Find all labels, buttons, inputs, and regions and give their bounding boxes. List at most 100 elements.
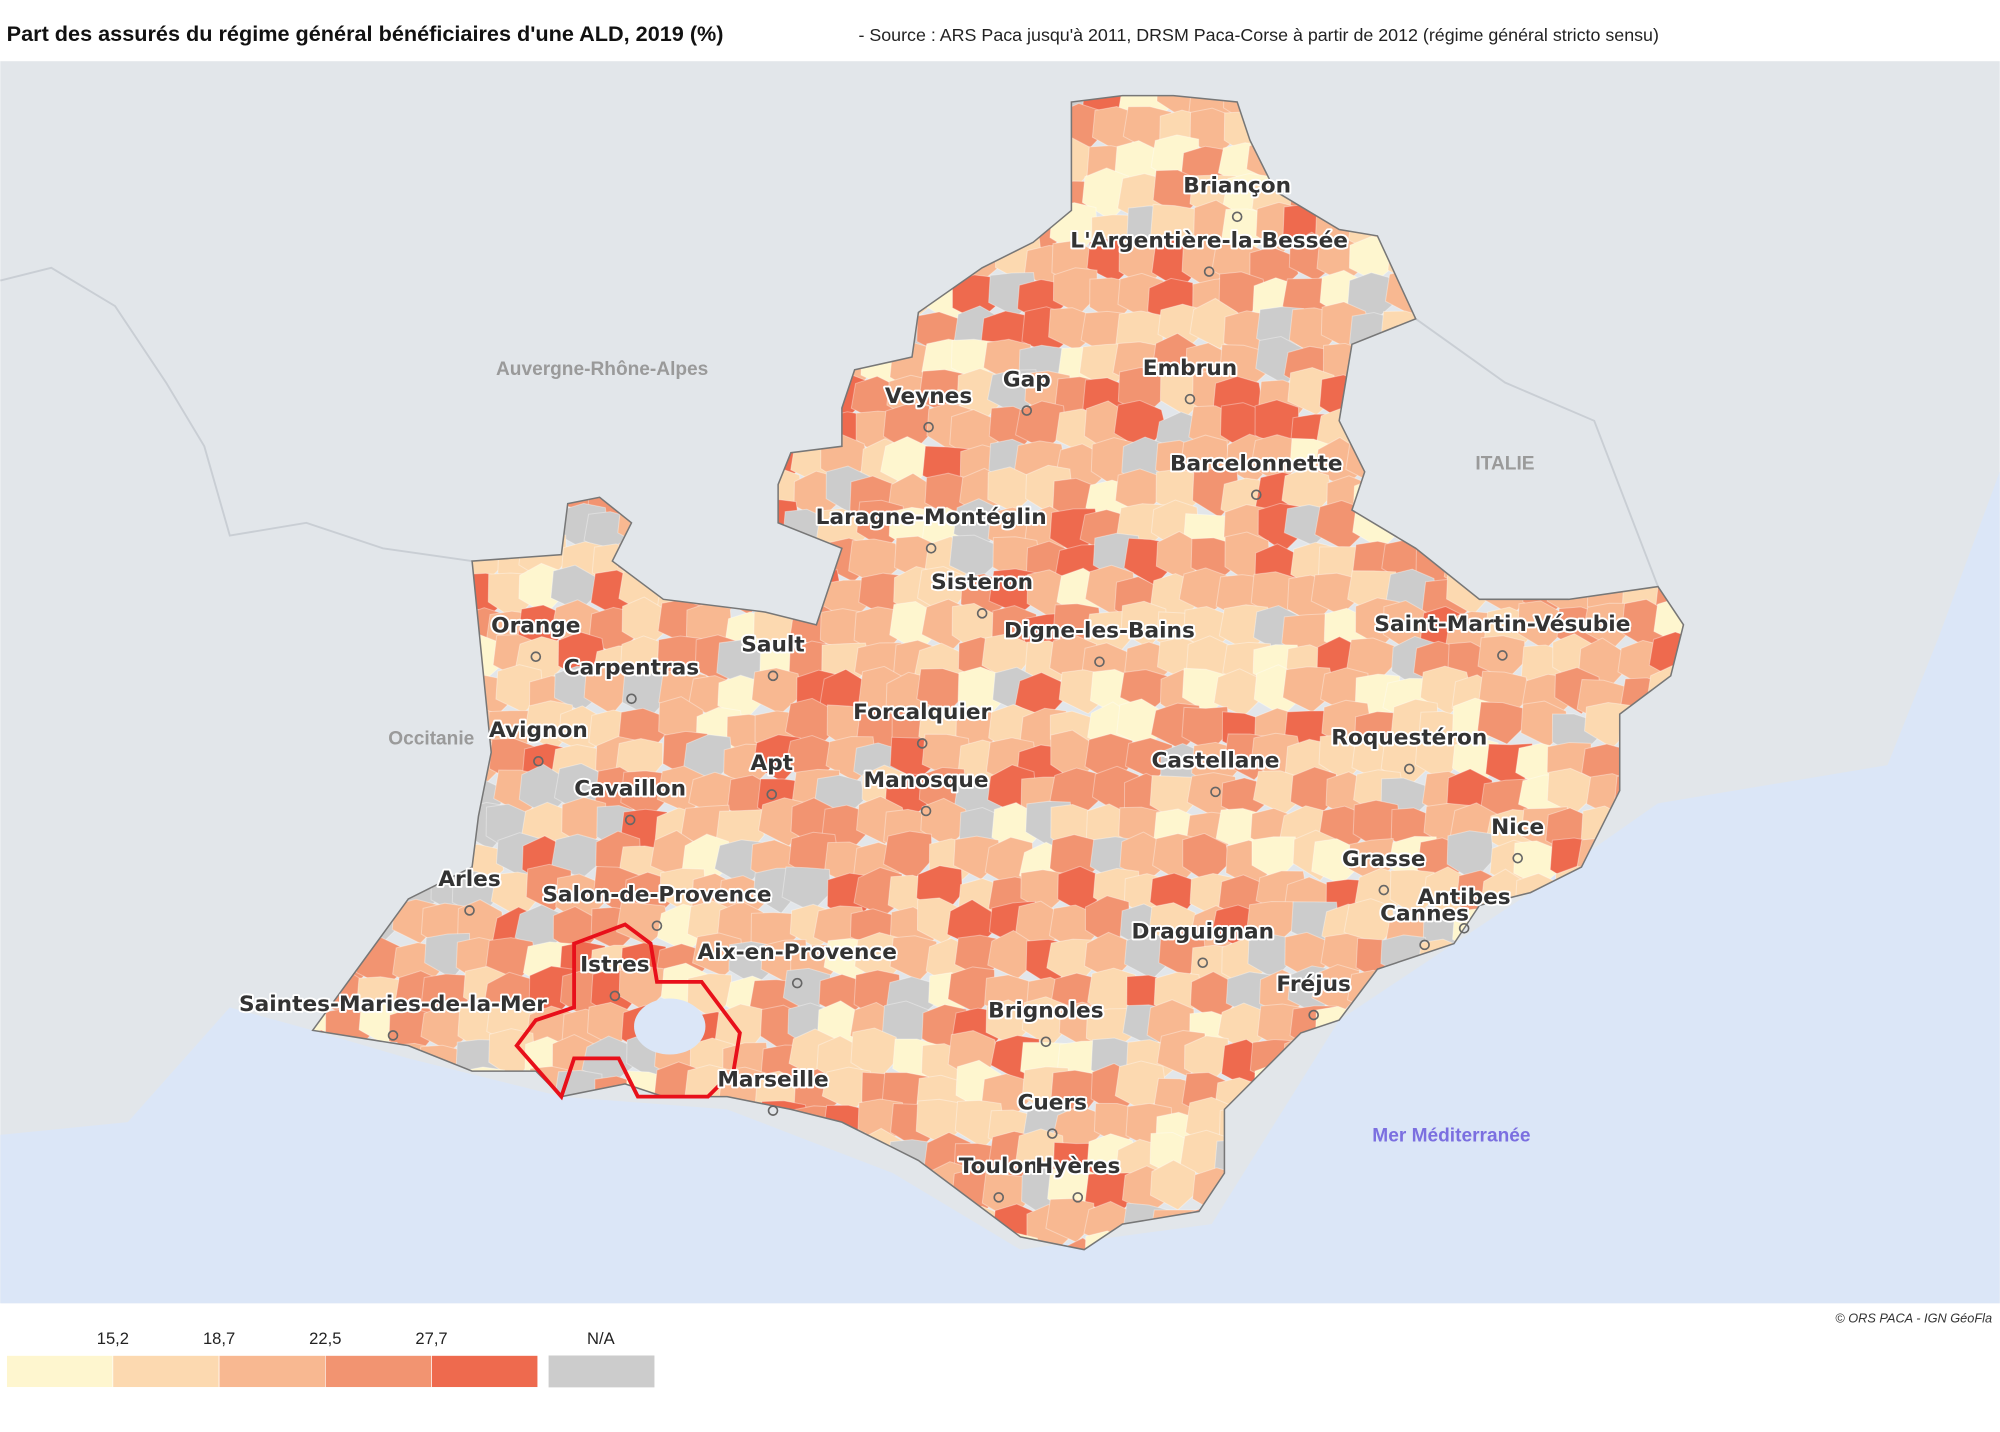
city-marker — [1210, 786, 1221, 798]
city-marker — [1251, 489, 1262, 501]
city-marker — [1197, 957, 1209, 969]
border-line — [0, 266, 473, 563]
city-marker — [767, 670, 779, 682]
legend-swatch — [112, 1355, 220, 1388]
legend-break-label: 27,7 — [415, 1329, 447, 1348]
city-marker — [1419, 939, 1430, 951]
city-marker — [1072, 1192, 1084, 1203]
legend: 15,2 18,7 22,5 27,7 N/A — [6, 1329, 655, 1388]
city-label: Istres — [580, 953, 650, 978]
city-marker — [1040, 1036, 1052, 1048]
city-label: Nice — [1491, 815, 1544, 840]
city-marker — [1308, 1009, 1319, 1021]
title: Part des assurés du régime général bénéf… — [7, 21, 724, 46]
city-label: Hyères — [1035, 1154, 1120, 1179]
city-marker — [1094, 656, 1105, 668]
city-label: Roquestéron — [1331, 726, 1487, 751]
city-marker — [916, 738, 928, 749]
city-marker — [920, 805, 932, 817]
city-marker — [530, 651, 542, 662]
border-line — [1415, 318, 1659, 587]
city-marker — [387, 1030, 399, 1041]
city-marker — [767, 1105, 779, 1116]
region-label: Occitanie — [388, 729, 474, 750]
city-marker — [624, 814, 636, 826]
city-label: Laragne-Montéglin — [816, 505, 1047, 530]
legend-na-label: N/A — [587, 1329, 616, 1348]
city-marker — [651, 920, 663, 932]
city-label: Manosque — [864, 768, 989, 793]
city-marker — [976, 608, 988, 619]
legend-swatch — [218, 1355, 326, 1388]
legend-na-swatch — [548, 1355, 655, 1388]
city-marker — [791, 977, 803, 989]
city-label: Saint-Martin-Vésubie — [1374, 612, 1630, 637]
legend-break-label: 18,7 — [203, 1329, 235, 1348]
city-label: Avignon — [489, 718, 588, 743]
city-label: Arles — [438, 867, 500, 892]
city-label: Marseille — [717, 1067, 828, 1092]
city-marker — [925, 543, 937, 554]
legend-break-label: 15,2 — [97, 1329, 129, 1348]
commune-cell — [420, 973, 469, 1021]
legend-swatch — [324, 1355, 432, 1388]
city-label: Briançon — [1183, 174, 1291, 199]
city-label: Carpentras — [564, 656, 699, 681]
city-marker — [1378, 884, 1390, 896]
city-label: Sisteron — [931, 570, 1033, 595]
city-label: Antibes — [1418, 885, 1511, 910]
city-marker — [533, 755, 544, 767]
city-marker — [923, 421, 934, 433]
city-label: Sault — [741, 633, 804, 658]
city-marker — [1021, 405, 1033, 416]
region-label: Auvergne-Rhône-Alpes — [496, 359, 708, 380]
city-marker — [1203, 266, 1215, 277]
city-label: Veynes — [885, 384, 972, 409]
city-label: Cuers — [1017, 1090, 1087, 1115]
city-marker — [766, 789, 778, 800]
city-marker — [464, 905, 475, 916]
city-marker — [1458, 923, 1470, 934]
selected-area — [514, 922, 742, 1101]
region-label: ITALIE — [1475, 453, 1534, 474]
city-label: Salon-de-Provence — [542, 883, 771, 908]
lake — [634, 998, 706, 1055]
city-label: Orange — [491, 613, 580, 638]
city-label: Castellane — [1151, 749, 1279, 774]
city-marker — [1184, 393, 1196, 405]
legend-swatch — [431, 1355, 539, 1388]
city-label: Draguignan — [1131, 920, 1274, 945]
city-label: Brignoles — [988, 999, 1103, 1024]
city-marker — [1046, 1128, 1058, 1139]
city-marker — [1512, 852, 1524, 864]
sea-area — [0, 471, 2000, 1304]
legend-break-label: 22,5 — [309, 1329, 341, 1348]
city-marker — [993, 1192, 1005, 1203]
source: - Source : ARS Paca jusqu'à 2011, DRSM P… — [858, 25, 1658, 45]
city-label: Digne-les-Bains — [1004, 619, 1195, 644]
credit: © ORS PACA - IGN GéoFla — [1835, 1310, 1992, 1325]
city-label: Cavaillon — [574, 777, 686, 802]
city-label: Grasse — [1342, 847, 1426, 872]
city-label: Fréjus — [1276, 972, 1351, 997]
legend-swatch — [6, 1355, 114, 1388]
city-label: Apt — [750, 751, 793, 776]
cities: Briançon L'Argentière-la-Bessée Gap Embrun V… — [237, 172, 1632, 1203]
city-marker — [1404, 763, 1415, 775]
city-marker — [609, 990, 621, 1002]
city-label: Aix-en-Provence — [698, 940, 897, 965]
city-label: Cannes — [1380, 902, 1469, 927]
city-label: Embrun — [1143, 356, 1237, 381]
city-marker — [1231, 211, 1243, 223]
city-label: Saintes-Maries-de-la-Mer — [239, 992, 547, 1017]
city-label: L'Argentière-la-Bessée — [1070, 228, 1348, 253]
region-outline — [311, 94, 1685, 1251]
city-label: Gap — [1003, 367, 1051, 392]
city-marker — [626, 693, 637, 705]
commune-cell — [1060, 1237, 1106, 1250]
city-label: Forcalquier — [853, 700, 991, 725]
city-marker — [1497, 650, 1508, 661]
city-label: Toulon — [959, 1154, 1039, 1179]
